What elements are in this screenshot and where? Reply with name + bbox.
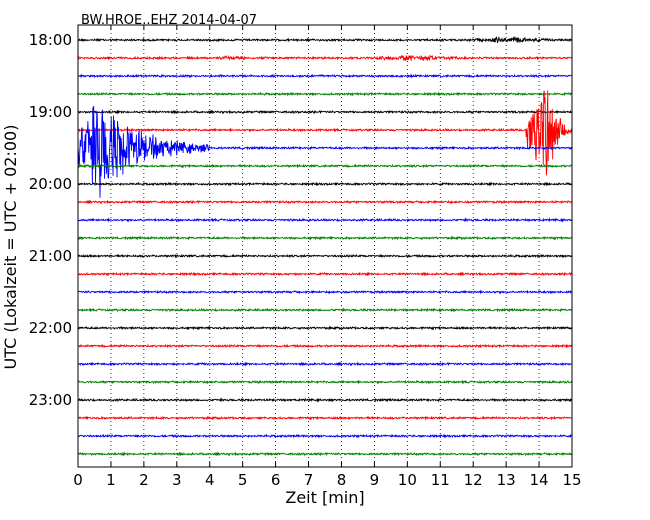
x-axis-label: Zeit [min] (285, 488, 364, 507)
trace-line (77, 271, 573, 277)
trace-line (77, 163, 573, 169)
x-tick-label: 15 (562, 471, 581, 489)
x-tick-label: 10 (398, 471, 417, 489)
y-tick-label: 23:00 (29, 391, 72, 409)
trace-line (77, 217, 573, 223)
trace-line (77, 181, 573, 187)
trace-line (77, 35, 573, 44)
x-tick-label: 11 (431, 471, 450, 489)
y-tick-label: 22:00 (29, 319, 72, 337)
trace-line (77, 451, 573, 457)
traces (77, 35, 573, 457)
x-tick-label: 9 (370, 471, 380, 489)
x-tick-label: 1 (106, 471, 116, 489)
trace-line (77, 105, 573, 198)
x-tick-label: 13 (497, 471, 516, 489)
trace-line (77, 343, 573, 349)
trace-line (77, 199, 573, 205)
trace-line (77, 235, 573, 241)
trace-line (77, 325, 573, 331)
y-axis-label: UTC (Lokalzeit = UTC + 02:00) (1, 125, 20, 370)
trace-line (77, 361, 573, 367)
y-tick-label: 21:00 (29, 247, 72, 265)
trace-line (77, 91, 573, 97)
trace-line (77, 307, 573, 313)
trace-line (77, 253, 573, 259)
x-tick-label: 7 (304, 471, 314, 489)
y-tick-label: 20:00 (29, 175, 72, 193)
x-tick-label: 12 (464, 471, 483, 489)
x-tick-label: 6 (271, 471, 281, 489)
trace-line (77, 379, 573, 385)
trace-line (77, 73, 573, 79)
x-tick-label: 8 (337, 471, 347, 489)
x-tick-label: 0 (73, 471, 83, 489)
x-tick-label: 5 (238, 471, 248, 489)
trace-line (77, 90, 573, 176)
trace-line (77, 54, 573, 62)
x-tick-label: 2 (139, 471, 149, 489)
trace-line (77, 289, 573, 295)
grid-lines (110, 25, 540, 467)
chart-title: BW.HROE..EHZ 2014-04-07 (81, 13, 257, 28)
trace-line (77, 433, 573, 439)
y-axis: 18:00 19:00 20:00 21:00 22:00 23:00 (29, 31, 572, 409)
x-axis: 0 1 2 3 4 5 6 7 8 9 10 11 12 13 14 15 (73, 25, 582, 489)
x-tick-label: 3 (172, 471, 182, 489)
plot-frame (77, 24, 573, 468)
y-tick-label: 19:00 (29, 103, 72, 121)
x-tick-label: 4 (205, 471, 215, 489)
trace-line (77, 415, 573, 421)
trace-line (77, 109, 573, 115)
x-tick-label: 14 (530, 471, 549, 489)
trace-line (77, 397, 573, 403)
y-tick-label: 18:00 (29, 31, 72, 49)
